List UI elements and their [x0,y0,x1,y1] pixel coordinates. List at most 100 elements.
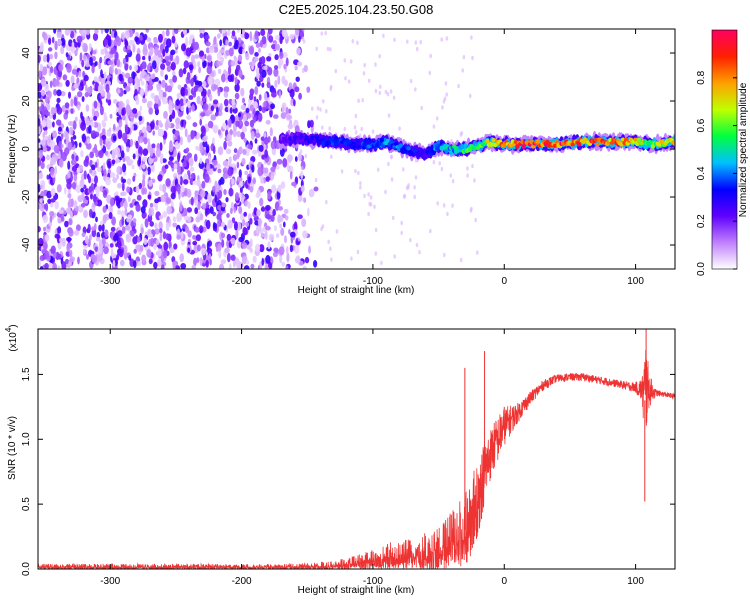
noise-blob [210,105,215,112]
noise-blob [150,93,155,99]
noise-blob [236,260,242,269]
noise-blob [38,237,44,247]
noise-blob [369,195,373,200]
noise-blob [212,185,216,193]
noise-blob [391,215,395,221]
noise-blob [160,63,166,71]
noise-blob [356,249,360,255]
noise-blob [189,157,194,167]
noise-blob [278,90,282,99]
noise-blob [255,66,260,75]
noise-blob [121,226,126,234]
noise-blob [270,103,275,110]
noise-blob [88,125,92,134]
noise-blob [91,164,96,171]
noise-blob [367,192,370,197]
noise-blob [279,51,284,60]
noise-blob [124,225,131,231]
noise-blob [228,156,232,164]
noise-blob [231,178,235,186]
noise-blob [209,93,213,102]
noise-blob [304,154,308,159]
noise-blob [202,140,208,148]
noise-blob [109,197,115,207]
noise-blob [215,183,220,193]
noise-blob [123,200,128,209]
noise-blob [195,145,199,151]
noise-blob [43,226,46,232]
noise-blob [187,170,191,176]
noise-blob [274,65,279,70]
noise-blob [101,223,105,232]
noise-blob [152,130,155,136]
noise-blob [179,136,183,146]
noise-blob [274,79,278,88]
noise-blob [413,194,417,200]
noise-blob [300,185,305,193]
noise-blob [180,231,184,240]
noise-blob [188,64,194,71]
noise-blob [353,125,357,130]
noise-blob [291,181,297,187]
noise-blob [354,113,358,119]
noise-blob [50,198,56,203]
noise-blob [182,160,187,168]
noise-blob [380,260,383,266]
noise-blob [466,173,469,178]
noise-blob [148,207,152,217]
noise-blob [197,61,201,68]
noise-blob [217,68,222,75]
noise-blob [113,123,116,131]
noise-blob [72,120,77,130]
noise-blob [136,194,142,201]
noise-blob [368,201,372,207]
noise-blob [61,261,67,269]
signal-blob [570,142,575,147]
noise-blob [177,152,181,163]
noise-blob [290,98,295,107]
noise-blob [56,119,62,126]
noise-blob [139,244,144,252]
noise-blob [82,70,85,77]
noise-blob [175,124,180,130]
noise-blob [65,207,72,215]
noise-blob [149,202,153,208]
noise-blob [246,112,252,119]
noise-blob [259,244,265,253]
noise-blob [140,80,145,86]
x-tick-label: 0 [501,276,507,287]
noise-blob [109,65,114,75]
noise-blob [142,47,148,56]
noise-blob [155,148,161,158]
noise-blob [47,61,53,67]
noise-blob [112,135,117,142]
noise-blob [67,236,71,244]
noise-blob [204,173,210,183]
noise-blob [69,126,74,136]
x-tick-label: -200 [232,576,252,587]
noise-blob [253,57,259,62]
noise-blob [162,211,168,218]
noise-blob [44,262,49,269]
spectrogram-x-ticks: -300 -200 -100 0 100 [100,29,644,287]
noise-blob [445,36,449,41]
noise-blob [330,257,333,262]
noise-blob [260,29,266,37]
noise-blob [253,96,257,103]
noise-blob [234,192,240,201]
snr-series [38,329,675,569]
noise-blob [166,85,173,93]
noise-blob [134,75,138,85]
noise-blob [240,104,247,110]
noise-blob [222,122,227,130]
noise-blob [41,66,48,76]
noise-blob [301,36,305,41]
signal-blob [393,141,399,146]
noise-blob [254,138,258,144]
noise-blob [207,120,214,129]
noise-blob [295,29,300,36]
noise-blob [263,92,268,101]
noise-blob [50,187,56,197]
y-tick-label: 0.0 [21,562,32,576]
noise-blob [157,174,163,182]
